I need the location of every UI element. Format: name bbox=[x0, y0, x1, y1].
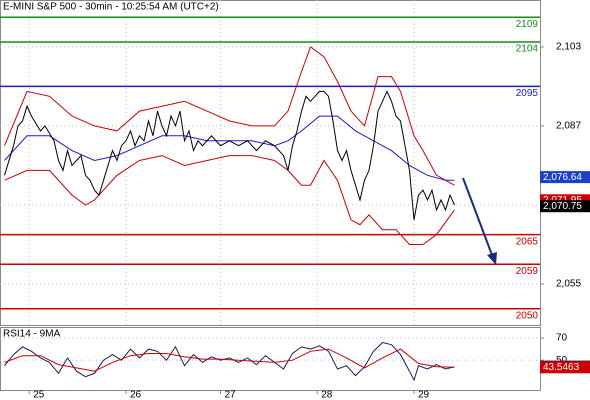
x-tick-label: 26 bbox=[130, 390, 142, 400]
price-label-box bbox=[540, 200, 590, 213]
projection-arrowhead bbox=[487, 252, 497, 265]
series-line bbox=[4, 348, 455, 372]
y-tick-label: 2,087 bbox=[556, 121, 581, 132]
series-line bbox=[4, 90, 455, 220]
level-label: 2050 bbox=[516, 310, 539, 321]
y-tick-label: 50 bbox=[556, 355, 568, 366]
series-line bbox=[4, 155, 455, 245]
level-label: 2095 bbox=[516, 88, 539, 99]
panel-frame bbox=[0, 0, 541, 326]
level-label: 2109 bbox=[516, 19, 539, 30]
level-label: 2059 bbox=[516, 266, 539, 277]
y-tick-label: 2,055 bbox=[556, 279, 581, 290]
projection-arrow bbox=[462, 177, 493, 256]
price-label: 2,076.64 bbox=[543, 172, 582, 183]
x-tick-label: 27 bbox=[225, 390, 237, 400]
series-line bbox=[4, 46, 455, 186]
price-label-box bbox=[540, 361, 590, 374]
price-label: 2,070.75 bbox=[543, 201, 582, 212]
x-tick-label: 28 bbox=[321, 390, 333, 400]
x-tick-label: 29 bbox=[418, 390, 430, 400]
level-label: 2065 bbox=[516, 236, 539, 247]
panel-frame bbox=[0, 327, 541, 391]
level-label: 2104 bbox=[516, 44, 539, 55]
price-label: 43.5463 bbox=[543, 362, 580, 373]
y-tick-label: 2,103 bbox=[556, 42, 581, 53]
x-tick-label: 25 bbox=[33, 390, 45, 400]
rsi-title: RSI14 - 9MA bbox=[3, 329, 61, 340]
chart-title: E-MINI S&P 500 - 30min - 10:25:54 AM (UT… bbox=[3, 2, 219, 13]
price-label-box bbox=[540, 171, 590, 184]
y-tick-label: 70 bbox=[556, 333, 568, 344]
